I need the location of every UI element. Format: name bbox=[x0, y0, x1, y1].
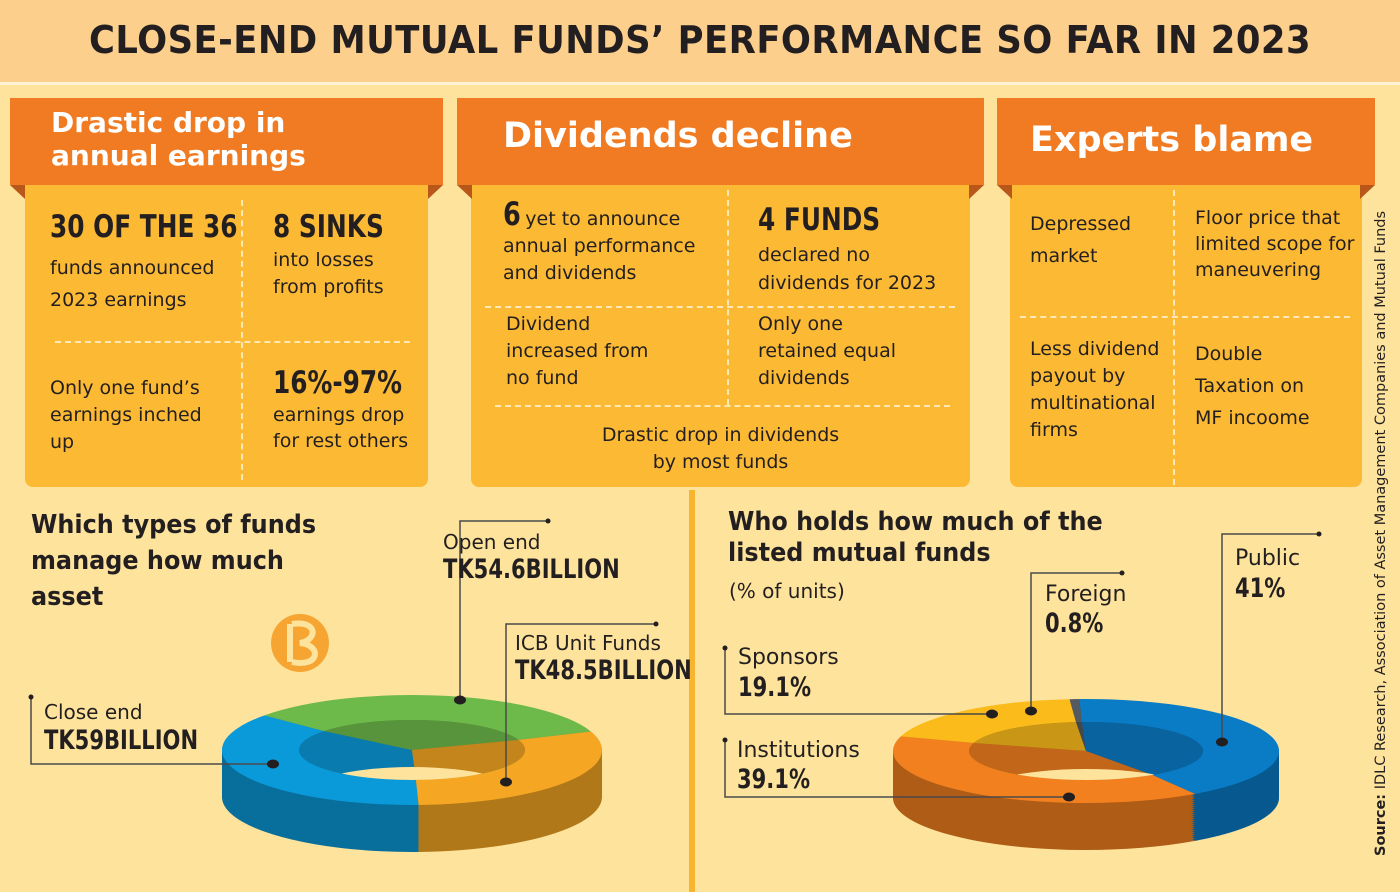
leader-line bbox=[724, 648, 992, 715]
divider bbox=[1020, 316, 1350, 318]
dividends-panel-header bbox=[457, 98, 984, 199]
title-bar bbox=[0, 0, 1400, 85]
chart-title: Which types of funds manage how much ass… bbox=[31, 510, 317, 612]
chart-subtitle: (% of units) bbox=[729, 579, 845, 603]
donut-chart-0 bbox=[221, 695, 602, 852]
slice-value: TK48.5BILLION bbox=[515, 655, 692, 686]
leader-line bbox=[505, 623, 656, 782]
stat-value: 30 OF THE 36 bbox=[50, 209, 238, 245]
stat-row: 6 yet to announce bbox=[503, 195, 680, 233]
slice-value: 0.8% bbox=[1045, 608, 1104, 639]
slice-label: Close end bbox=[44, 700, 143, 724]
experts-panel-header bbox=[997, 98, 1375, 199]
slice-value: TK54.6BILLION bbox=[443, 554, 620, 585]
earnings-panel-title: Drastic drop in annual earnings bbox=[51, 106, 306, 172]
leader-dot bbox=[653, 621, 659, 627]
slice-value: 19.1% bbox=[738, 672, 812, 703]
slice-value: 39.1% bbox=[737, 764, 811, 795]
leader-line bbox=[1221, 533, 1319, 742]
stat-text: Dividend increased from no fund bbox=[506, 313, 649, 389]
stat-text: yet to announce bbox=[525, 208, 681, 230]
stat-text: annual performance and dividends bbox=[503, 235, 696, 284]
slice-close-end bbox=[222, 715, 419, 805]
stat-text: Only one retained equal dividends bbox=[758, 313, 897, 389]
slice-foreign bbox=[1069, 699, 1082, 723]
inner-wall bbox=[969, 738, 1186, 780]
reason-text: Double Taxation on MF incoome bbox=[1195, 343, 1310, 429]
slice-open-end bbox=[264, 695, 591, 740]
page-title: CLOSE-END MUTUAL FUNDS’ PERFORMANCE SO F… bbox=[88, 18, 1312, 62]
divider bbox=[1173, 190, 1175, 485]
reason-text: Depressed market bbox=[1030, 213, 1132, 267]
dividends-panel-title: Dividends decline bbox=[503, 116, 853, 156]
inner-wall bbox=[1071, 722, 1086, 751]
divider bbox=[485, 306, 955, 308]
slice-institutions bbox=[892, 736, 1196, 804]
slice-value: TK59BILLION bbox=[44, 725, 199, 756]
stat-text: funds announced 2023 earnings bbox=[50, 257, 215, 311]
leader-dot bbox=[1119, 570, 1125, 576]
divider bbox=[241, 200, 243, 480]
source-note: Source: IDLC Research, Association of As… bbox=[1373, 211, 1389, 856]
stat-text: earnings drop for rest others bbox=[273, 404, 409, 452]
leader-line bbox=[459, 520, 548, 700]
divider bbox=[55, 341, 410, 343]
stat-text: Only one fund’s earnings inched up bbox=[50, 377, 202, 453]
experts-panel-title: Experts blame bbox=[1030, 120, 1314, 160]
experts-panel-body bbox=[1010, 185, 1362, 487]
slice-label: Institutions bbox=[737, 738, 860, 763]
stat-text: into losses from profits bbox=[273, 249, 384, 298]
leader-dot bbox=[1025, 706, 1037, 716]
leader-dot bbox=[545, 518, 551, 524]
stat-value: 4 FUNDS bbox=[758, 202, 881, 238]
section-divider bbox=[689, 490, 695, 892]
stat-text: Drastic drop in dividends by most funds bbox=[601, 424, 840, 473]
slice-label: Open end bbox=[443, 530, 541, 554]
slice-label: ICB Unit Funds bbox=[515, 631, 661, 655]
earnings-panel-header bbox=[10, 98, 443, 199]
leader-dot bbox=[1063, 792, 1075, 802]
leader-dot bbox=[722, 645, 728, 651]
stat-value: 8 SINKS bbox=[273, 209, 384, 245]
dividends-panel-body bbox=[471, 185, 970, 487]
leader-line bbox=[724, 740, 1069, 798]
reason-text: Floor price that limited scope for maneu… bbox=[1195, 207, 1355, 281]
leader-dot bbox=[986, 709, 998, 719]
donut-chart-1 bbox=[892, 699, 1279, 851]
inner-wall bbox=[1079, 722, 1203, 780]
slice-label: Foreign bbox=[1045, 582, 1127, 607]
inner-wall bbox=[299, 720, 525, 750]
leader-dot bbox=[722, 737, 728, 743]
divider bbox=[727, 190, 729, 405]
leader-dot bbox=[454, 695, 466, 705]
earnings-panel-body bbox=[25, 185, 428, 487]
source-label: Source: bbox=[1373, 793, 1389, 856]
stat-value: 6 bbox=[503, 195, 521, 233]
chart-title: Who holds how much of the listed mutual … bbox=[728, 507, 1103, 568]
slice-label: Public bbox=[1235, 546, 1301, 571]
source-text: IDLC Research, Association of Asset Mana… bbox=[1373, 210, 1389, 794]
leader-line bbox=[1030, 572, 1122, 711]
leader-dot bbox=[1316, 531, 1322, 537]
slice-label: Sponsors bbox=[738, 645, 839, 670]
divider bbox=[495, 405, 950, 407]
leader-dot bbox=[1216, 737, 1228, 747]
slice-icb-unit-funds bbox=[415, 731, 602, 805]
leader-line bbox=[30, 697, 273, 765]
leader-dot bbox=[267, 759, 279, 769]
stat-text: declared no dividends for 2023 bbox=[758, 244, 937, 294]
reason-text: Less dividend payout by multinational fi… bbox=[1030, 338, 1160, 441]
slice-public bbox=[1079, 699, 1279, 794]
stat-value: 16%-97% bbox=[273, 365, 403, 401]
leader-dot bbox=[500, 777, 512, 787]
slice-value: 41% bbox=[1235, 573, 1286, 604]
leader-dot bbox=[28, 694, 34, 700]
